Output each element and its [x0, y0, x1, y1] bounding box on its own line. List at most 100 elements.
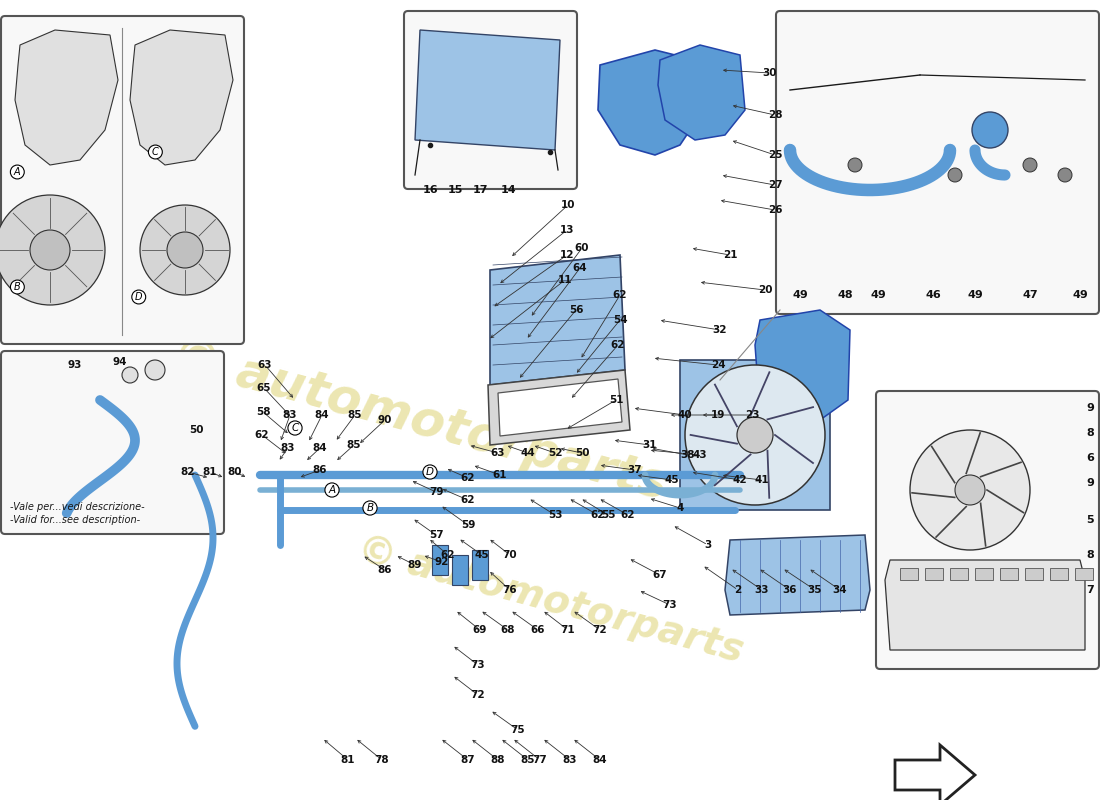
- Text: 82: 82: [180, 467, 196, 477]
- Circle shape: [685, 365, 825, 505]
- Text: C: C: [152, 147, 158, 157]
- Text: 11: 11: [558, 275, 572, 285]
- Text: B: B: [14, 282, 21, 292]
- Polygon shape: [15, 30, 118, 165]
- Text: 78: 78: [375, 755, 389, 765]
- Text: 62: 62: [610, 340, 625, 350]
- Polygon shape: [725, 535, 870, 615]
- Polygon shape: [755, 310, 850, 420]
- Text: 53: 53: [548, 510, 562, 520]
- Circle shape: [737, 417, 773, 453]
- Circle shape: [30, 230, 70, 270]
- Text: 72: 72: [471, 690, 485, 700]
- Text: 4: 4: [676, 503, 684, 513]
- Text: 88: 88: [491, 755, 505, 765]
- Text: © automotorparts: © automotorparts: [353, 530, 747, 670]
- Polygon shape: [658, 45, 745, 140]
- Text: 94: 94: [112, 357, 128, 367]
- Text: 86: 86: [377, 565, 393, 575]
- Circle shape: [848, 158, 862, 172]
- Text: 92: 92: [434, 557, 449, 567]
- Bar: [925, 568, 943, 580]
- FancyBboxPatch shape: [776, 11, 1099, 314]
- Text: 63: 63: [257, 360, 273, 370]
- Text: 62: 62: [620, 510, 636, 520]
- Text: 40: 40: [678, 410, 692, 420]
- Text: 8: 8: [1086, 428, 1093, 438]
- Circle shape: [972, 112, 1008, 148]
- FancyBboxPatch shape: [404, 11, 578, 189]
- Text: 24: 24: [711, 360, 725, 370]
- Polygon shape: [498, 379, 622, 436]
- Text: 80: 80: [228, 467, 242, 477]
- Circle shape: [948, 168, 962, 182]
- Text: 59: 59: [461, 520, 475, 530]
- Text: 8: 8: [1086, 550, 1093, 560]
- Text: 87: 87: [461, 755, 475, 765]
- Text: 55: 55: [601, 510, 615, 520]
- Text: -Valid for...see description-: -Valid for...see description-: [10, 515, 140, 525]
- Text: 7: 7: [1086, 585, 1093, 595]
- Circle shape: [145, 360, 165, 380]
- Text: 81: 81: [341, 755, 355, 765]
- Text: 62: 62: [461, 495, 475, 505]
- Text: 49: 49: [870, 290, 886, 300]
- Text: 64: 64: [573, 263, 587, 273]
- Text: 21: 21: [723, 250, 737, 260]
- Text: 67: 67: [652, 570, 668, 580]
- Text: 50: 50: [189, 425, 204, 435]
- Text: 77: 77: [532, 755, 548, 765]
- Text: 62: 62: [591, 510, 605, 520]
- Bar: [680, 360, 830, 510]
- Text: 27: 27: [768, 180, 782, 190]
- Text: 15: 15: [448, 185, 463, 195]
- Text: 54: 54: [613, 315, 627, 325]
- Text: 47: 47: [1022, 290, 1037, 300]
- Bar: [408, 15, 573, 185]
- Text: 57: 57: [429, 530, 443, 540]
- Circle shape: [167, 232, 204, 268]
- Circle shape: [122, 367, 138, 383]
- Text: 13: 13: [560, 225, 574, 235]
- Text: 66: 66: [530, 625, 546, 635]
- Text: 72: 72: [593, 625, 607, 635]
- Polygon shape: [490, 255, 625, 385]
- Bar: [900, 568, 918, 580]
- Text: 16: 16: [422, 185, 438, 195]
- Text: 33: 33: [755, 585, 769, 595]
- Text: -Vale per...vedi descrizione-: -Vale per...vedi descrizione-: [10, 502, 144, 512]
- Text: 46: 46: [925, 290, 940, 300]
- Text: 34: 34: [833, 585, 847, 595]
- Text: B: B: [366, 503, 374, 513]
- Text: 73: 73: [662, 600, 678, 610]
- Bar: [1000, 568, 1018, 580]
- Text: 2: 2: [735, 585, 741, 595]
- Text: A: A: [14, 167, 21, 177]
- Polygon shape: [598, 50, 700, 155]
- Bar: [432, 545, 448, 575]
- Text: D: D: [426, 467, 434, 477]
- Text: 69: 69: [473, 625, 487, 635]
- Text: C: C: [292, 423, 298, 433]
- Text: 9: 9: [1086, 403, 1093, 413]
- Text: 89: 89: [408, 560, 422, 570]
- Text: 42: 42: [733, 475, 747, 485]
- Text: © automotorparts: © automotorparts: [166, 330, 673, 510]
- Text: 3: 3: [704, 540, 712, 550]
- Text: 37: 37: [628, 465, 642, 475]
- Text: 36: 36: [783, 585, 798, 595]
- Text: 19: 19: [711, 410, 725, 420]
- Text: 84: 84: [315, 410, 329, 420]
- Text: 63: 63: [491, 448, 505, 458]
- FancyBboxPatch shape: [1, 16, 244, 344]
- Polygon shape: [488, 370, 630, 445]
- Polygon shape: [415, 30, 560, 150]
- Bar: [780, 15, 1094, 310]
- Bar: [975, 568, 993, 580]
- Text: 81: 81: [202, 467, 218, 477]
- Circle shape: [1058, 168, 1072, 182]
- Polygon shape: [130, 30, 233, 165]
- Bar: [452, 555, 468, 585]
- FancyBboxPatch shape: [876, 391, 1099, 669]
- Bar: [472, 550, 488, 580]
